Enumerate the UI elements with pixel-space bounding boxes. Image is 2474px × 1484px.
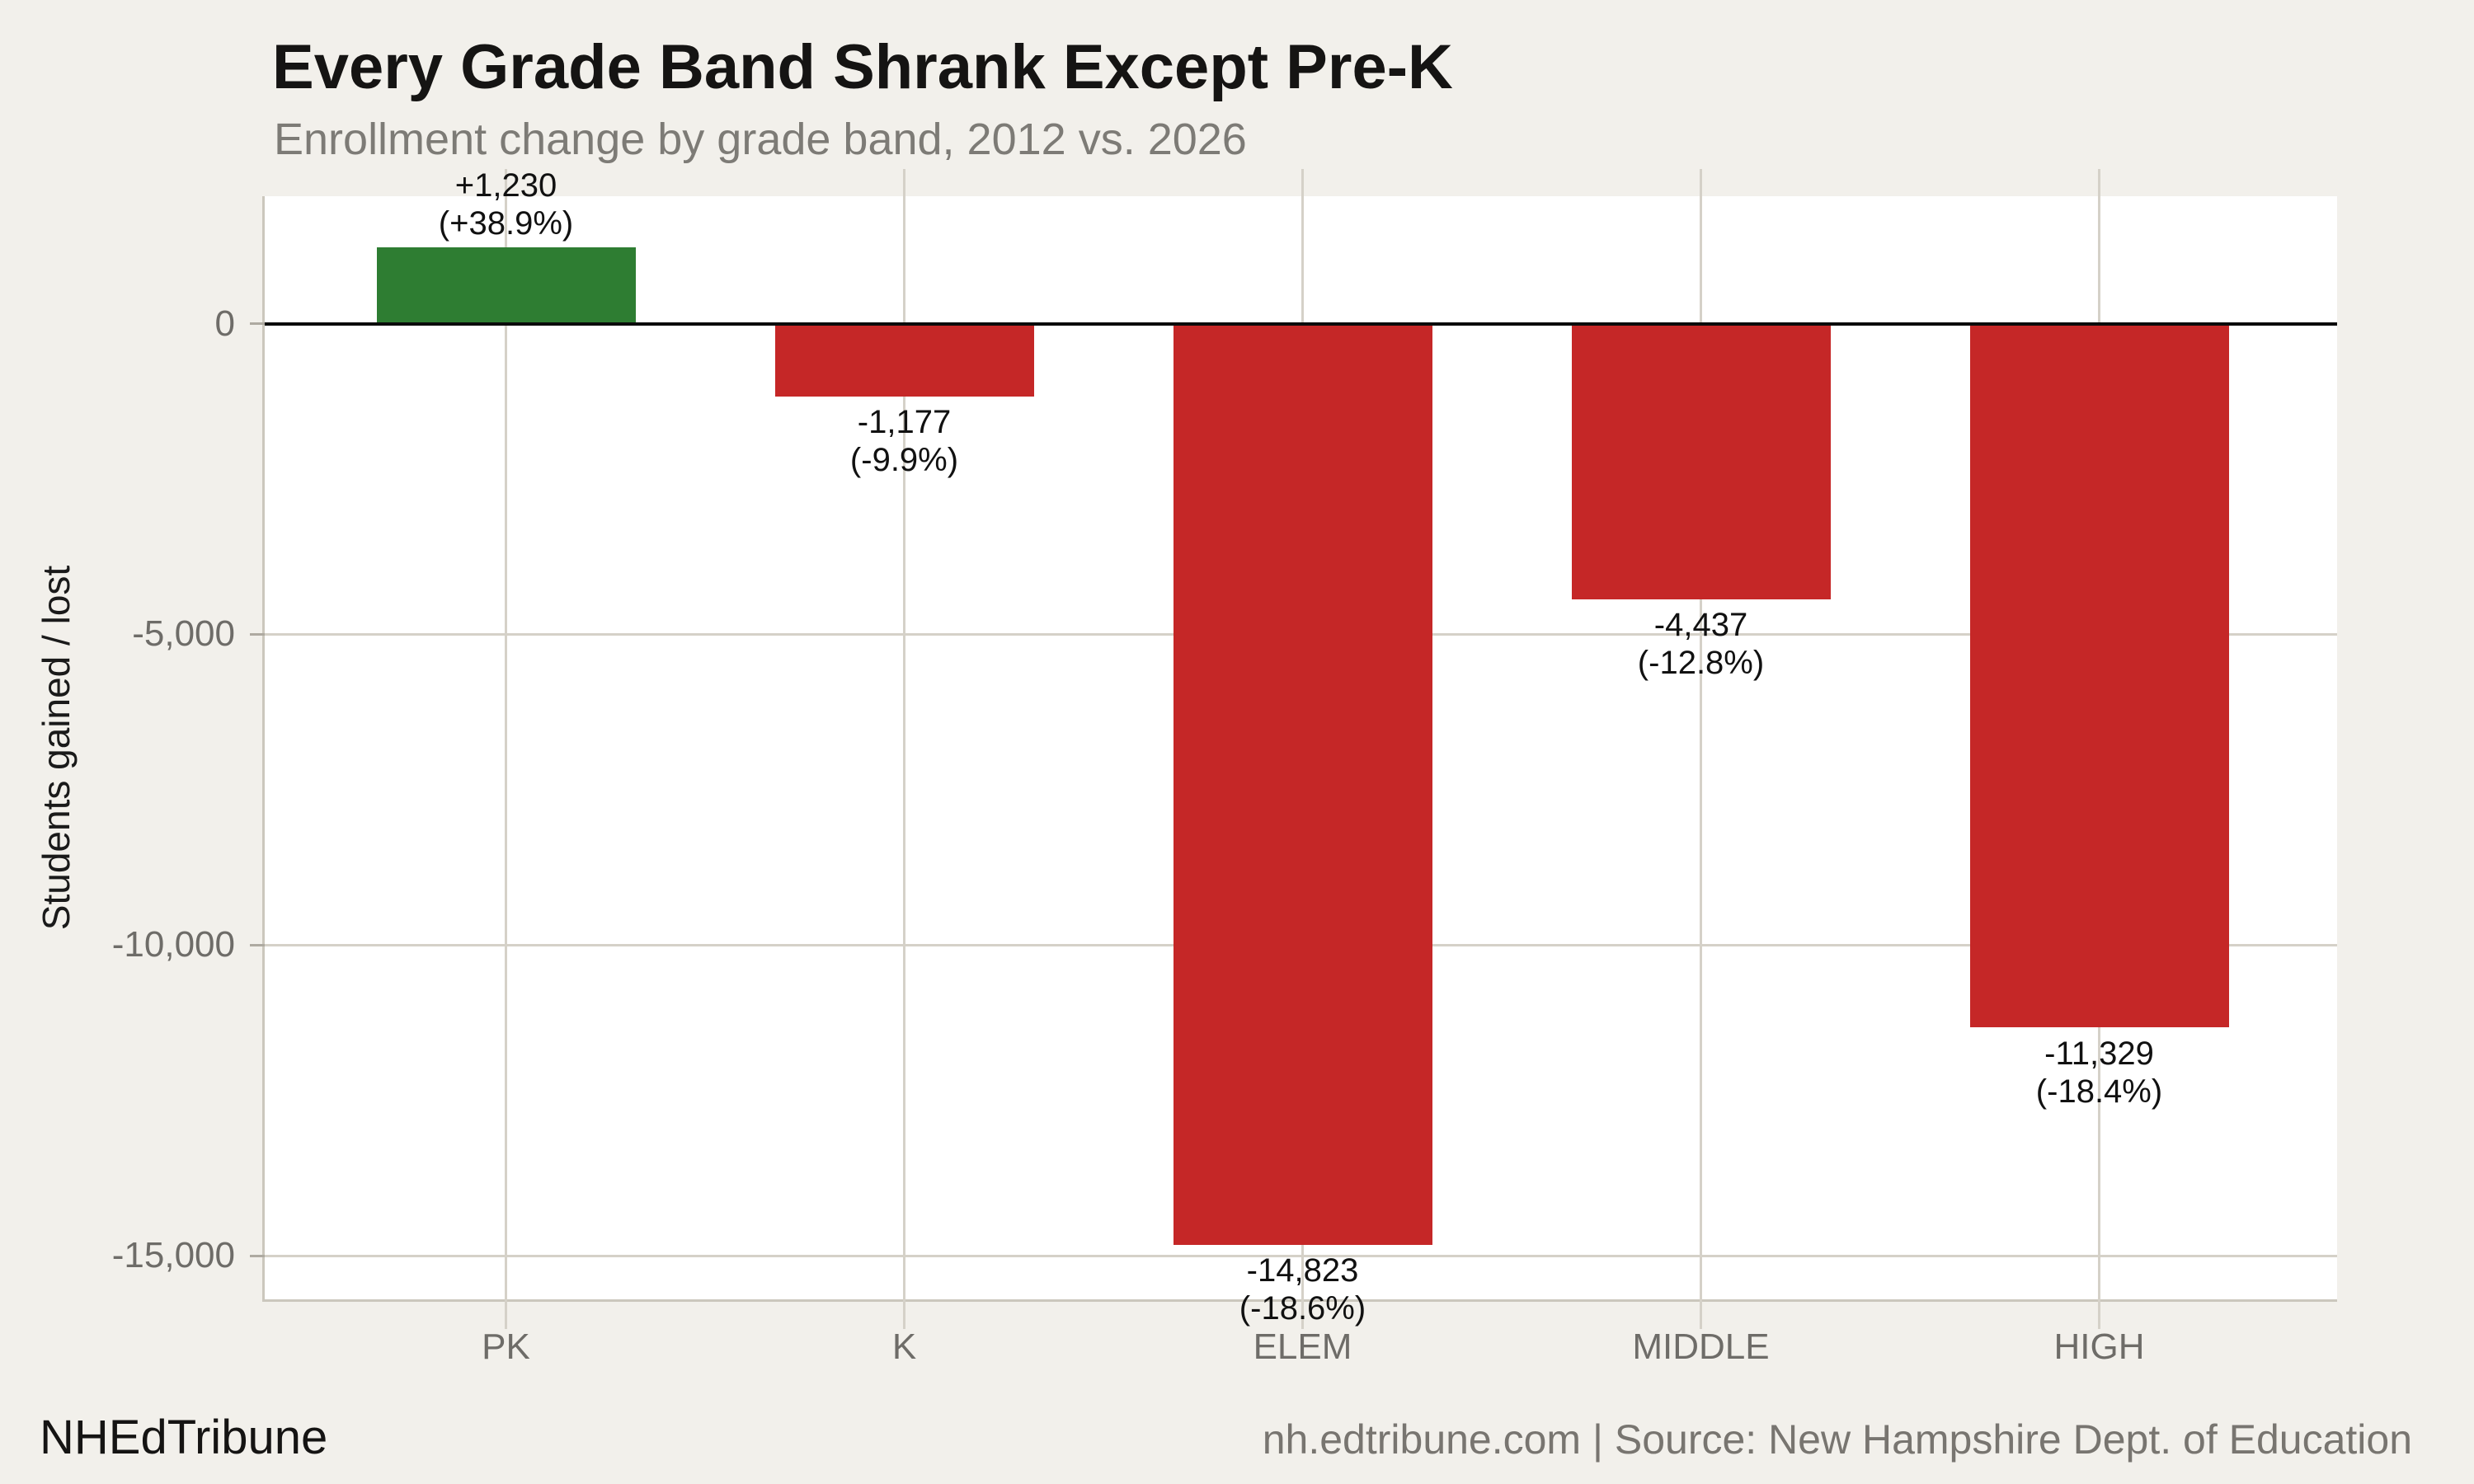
x-axis-label: HIGH bbox=[2053, 1327, 2145, 1367]
chart-subtitle: Enrollment change by grade band, 2012 vs… bbox=[274, 115, 1247, 164]
x-axis-label: K bbox=[891, 1327, 917, 1367]
source-attribution: nh.edtribune.com | Source: New Hampshire… bbox=[1262, 1416, 2412, 1463]
y-tick-label: -10,000 bbox=[111, 924, 235, 965]
vertical-gridline bbox=[903, 169, 905, 1329]
bar-k bbox=[774, 323, 1034, 397]
chart-title: Every Grade Band Shrank Except Pre-K bbox=[272, 32, 1453, 102]
x-axis-label: PK bbox=[482, 1327, 530, 1367]
plot-area: 0 -5,000 -10,000 -15,000 +1,230 (+38.9%) PK -1,… bbox=[112, 167, 2337, 1367]
bar-value-label: +1,230 (+38.9%) bbox=[439, 167, 573, 242]
y-tick-mark bbox=[250, 632, 265, 636]
bar-value: -4,437 bbox=[1653, 606, 1748, 643]
bar-high bbox=[1969, 323, 2229, 1028]
bar-value-label: -11,329 (-18.4%) bbox=[2036, 1035, 2162, 1111]
x-axis-label: MIDDLE bbox=[1632, 1327, 1770, 1367]
bar-middle bbox=[1571, 323, 1831, 599]
bar-percent: (-12.8%) bbox=[1637, 644, 1765, 681]
y-tick-mark bbox=[250, 1254, 265, 1257]
y-axis-title: Students gained / lost bbox=[35, 565, 78, 931]
bar-pk bbox=[376, 247, 636, 324]
bar-percent: (-9.9%) bbox=[849, 442, 959, 479]
y-tick-label: 0 bbox=[214, 303, 235, 344]
bar-value: -1,177 bbox=[857, 404, 952, 441]
bar-value-label: -4,437 (-12.8%) bbox=[1638, 606, 1764, 682]
y-tick-label: -5,000 bbox=[132, 613, 235, 655]
zero-baseline bbox=[265, 322, 2337, 326]
bar-percent: (-18.4%) bbox=[2035, 1073, 2163, 1110]
y-tick-mark bbox=[250, 322, 265, 326]
brand-wordmark: NHEdTribune bbox=[40, 1411, 328, 1464]
x-axis-label: ELEM bbox=[1253, 1327, 1352, 1367]
bar-value: -11,329 bbox=[2044, 1035, 2154, 1072]
bar-percent: (-18.6%) bbox=[1239, 1289, 1366, 1327]
y-tick-mark bbox=[250, 943, 265, 946]
bar-value: -14,823 bbox=[1246, 1252, 1359, 1289]
bar-percent: (+38.9%) bbox=[438, 204, 574, 242]
bar-value: +1,230 bbox=[454, 167, 557, 204]
bar-value-label: -1,177 (-9.9%) bbox=[850, 403, 958, 479]
y-tick-label: -15,000 bbox=[111, 1235, 235, 1276]
vertical-gridline bbox=[505, 169, 507, 1329]
bar-value-label: -14,823 (-18.6%) bbox=[1239, 1252, 1366, 1327]
horizontal-gridline bbox=[265, 1254, 2337, 1257]
vertical-gridline bbox=[1700, 169, 1702, 1329]
bar-elem bbox=[1173, 323, 1432, 1245]
